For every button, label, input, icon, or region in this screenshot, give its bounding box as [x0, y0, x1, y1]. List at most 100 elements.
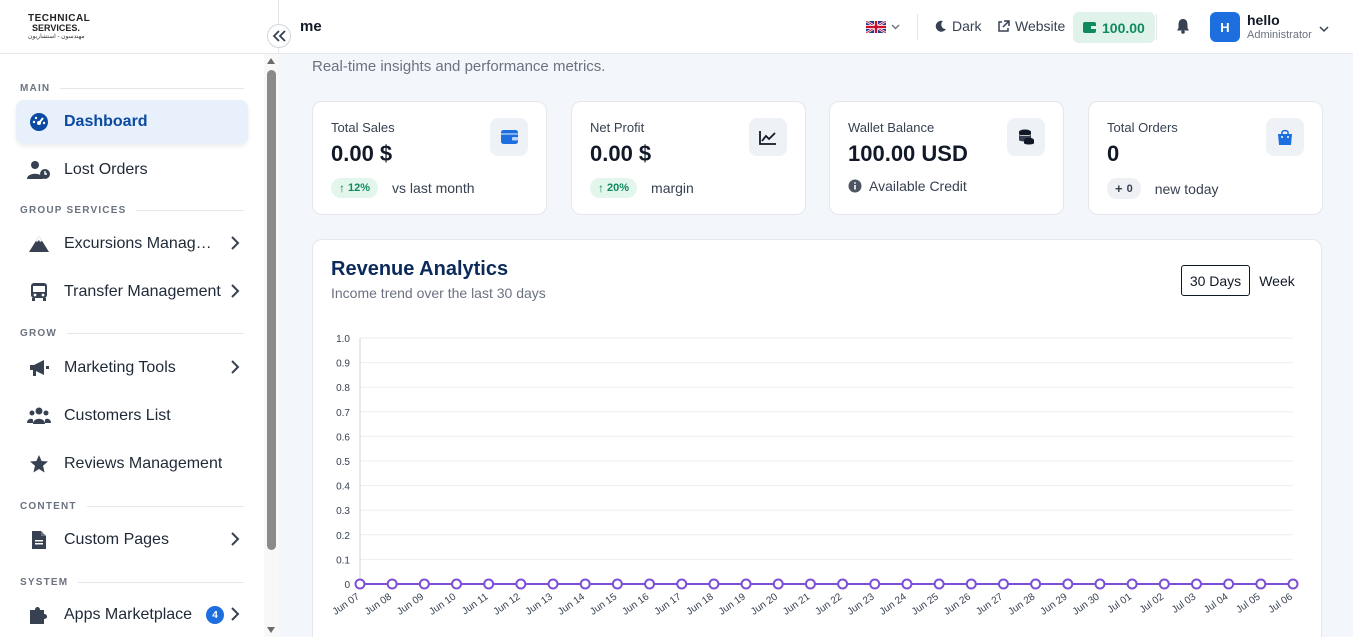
- stat-note: new today: [1154, 180, 1219, 197]
- dark-mode-label: Dark: [952, 18, 982, 34]
- dashboard-gauge-icon: [26, 111, 52, 133]
- data-point: [515, 578, 527, 590]
- section-label-system: SYSTEM: [0, 574, 264, 590]
- data-point: [708, 578, 720, 590]
- wallet-icon: [1083, 22, 1096, 33]
- sidebar-item-apps-marketplace[interactable]: Apps Marketplace 4: [16, 593, 248, 637]
- y-tick-label: 0.2: [336, 531, 350, 542]
- sidebar-item-custom-pages[interactable]: Custom Pages: [16, 518, 248, 562]
- stat-card-total-orders: Total Orders 0 +0 new today: [1088, 101, 1323, 215]
- top-bar: me Dark Website 100.00 H hello Administr…: [279, 0, 1353, 54]
- stat-note: vs last month: [392, 180, 475, 196]
- data-point: [1287, 578, 1299, 590]
- wallet-amount: 100.00: [1102, 19, 1145, 36]
- arrow-up-icon: ↑: [339, 181, 345, 195]
- sidebar-item-label: Customers List: [64, 407, 171, 424]
- sidebar-item-label: Apps Marketplace: [64, 606, 193, 623]
- sidebar-scrollbar[interactable]: [264, 54, 279, 637]
- section-label-grow: GROW: [0, 325, 264, 341]
- sidebar-collapse-button[interactable]: [267, 24, 291, 48]
- scroll-up-arrow-icon[interactable]: [267, 58, 275, 64]
- user-name[interactable]: hello: [1247, 12, 1280, 28]
- chevron-right-icon: [230, 531, 240, 552]
- sidebar-item-dashboard[interactable]: Dashboard: [16, 100, 248, 144]
- arrow-up-icon: ↑: [598, 181, 604, 195]
- range-week-button[interactable]: Week: [1259, 272, 1295, 289]
- uk-flag-icon[interactable]: [866, 21, 886, 33]
- stat-card-total-sales: Total Sales 0.00 $ ↑ 12% vs last month: [312, 101, 547, 215]
- data-point: [451, 578, 463, 590]
- website-link[interactable]: Website: [997, 18, 1065, 34]
- x-tick-label: Jun 27: [974, 591, 1005, 617]
- stat-label: Wallet Balance: [848, 120, 935, 135]
- logo-line-3: مهندسون - استشاريون: [28, 33, 85, 40]
- revenue-analytics-card: Revenue Analytics Income trend over the …: [312, 239, 1322, 637]
- data-point: [1190, 578, 1202, 590]
- chevron-down-icon[interactable]: [891, 22, 900, 33]
- file-icon: [26, 529, 52, 551]
- stat-value: 0.00 $: [331, 141, 393, 166]
- sidebar-item-label: Dashboard: [64, 113, 148, 130]
- scroll-thumb[interactable]: [267, 70, 276, 550]
- sidebar-item-marketing[interactable]: Marketing Tools: [16, 346, 248, 390]
- avatar[interactable]: H: [1210, 12, 1240, 42]
- sidebar-item-customers[interactable]: Customers List: [16, 394, 248, 438]
- data-point: [418, 578, 430, 590]
- sidebar-item-excursions[interactable]: Excursions Management: [16, 222, 248, 266]
- trend-value: 20%: [607, 182, 630, 194]
- range-30-days-button[interactable]: 30 Days: [1181, 265, 1250, 296]
- x-tick-label: Jul 03: [1170, 591, 1199, 616]
- star-icon: [26, 453, 52, 475]
- x-tick-label: Jun 09: [395, 591, 426, 617]
- chevron-right-icon: [230, 359, 240, 380]
- y-tick-label: 0.6: [336, 432, 350, 443]
- sidebar-item-lost-orders[interactable]: Lost Orders: [16, 148, 248, 192]
- y-tick-label: 0.4: [336, 482, 350, 493]
- sidebar-item-reviews[interactable]: Reviews Management: [16, 442, 248, 486]
- new-orders-badge: +0: [1107, 178, 1141, 199]
- x-tick-label: Jun 18: [685, 591, 716, 617]
- sidebar-item-label: Transfer Management: [64, 283, 221, 300]
- x-tick-label: Jun 29: [1039, 591, 1070, 617]
- page-title: me: [300, 18, 322, 35]
- x-tick-label: Jun 15: [588, 591, 619, 617]
- double-chevron-left-icon: [272, 30, 286, 42]
- y-tick-label: 0: [344, 580, 350, 591]
- x-tick-label: Jun 19: [717, 591, 748, 617]
- x-tick-label: Jun 11: [460, 591, 491, 617]
- y-tick-label: 0.5: [336, 457, 350, 468]
- stat-value: 0: [1107, 141, 1120, 166]
- scroll-down-arrow-icon[interactable]: [267, 627, 275, 633]
- dark-mode-toggle[interactable]: Dark: [935, 18, 982, 34]
- chevron-down-icon[interactable]: [1319, 20, 1329, 38]
- new-orders-count: 0: [1126, 182, 1133, 195]
- chart-subtitle: Income trend over the last 30 days: [331, 285, 546, 301]
- trend-value: 12%: [348, 182, 371, 194]
- data-point: [676, 578, 688, 590]
- stat-label: Total Orders: [1107, 120, 1178, 135]
- section-label-main: MAIN: [0, 80, 264, 96]
- x-tick-label: Jul 05: [1234, 591, 1263, 616]
- divider: [1156, 14, 1157, 40]
- wallet-balance-button[interactable]: 100.00: [1073, 12, 1155, 43]
- section-label-content: CONTENT: [0, 498, 264, 514]
- x-tick-label: Jun 20: [749, 591, 780, 617]
- x-tick-label: Jun 22: [813, 591, 844, 617]
- data-point: [901, 578, 913, 590]
- sidebar-item-label: Excursions Management: [64, 235, 220, 252]
- data-point: [1062, 578, 1074, 590]
- bell-icon[interactable]: [1176, 18, 1190, 39]
- chart-line-icon: [749, 118, 787, 156]
- data-point: [579, 578, 591, 590]
- data-point: [1223, 578, 1235, 590]
- sidebar-item-transfer[interactable]: Transfer Management: [16, 270, 248, 314]
- puzzle-icon: [26, 604, 52, 626]
- y-tick-label: 0.3: [336, 506, 350, 517]
- logo-area: TECHNICAL SERVICES. مهندسون - استشاريون: [0, 0, 278, 54]
- stat-label: Total Sales: [331, 120, 395, 135]
- brand-logo[interactable]: TECHNICAL SERVICES. مهندسون - استشاريون: [28, 13, 90, 40]
- page-subtitle: Real-time insights and performance metri…: [312, 58, 606, 75]
- megaphone-icon: [26, 357, 52, 379]
- x-tick-label: Jun 10: [427, 591, 458, 617]
